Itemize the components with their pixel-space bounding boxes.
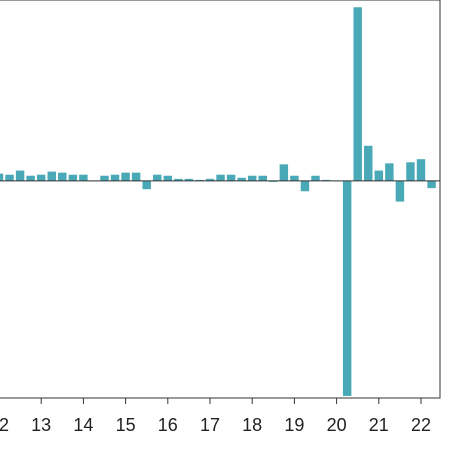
x-tick-label: 18 <box>242 415 262 435</box>
bar <box>321 179 331 181</box>
bar <box>58 172 67 181</box>
bar <box>174 178 183 181</box>
bar <box>406 162 415 181</box>
bar <box>121 172 130 181</box>
x-tick-label: 14 <box>73 415 93 435</box>
bar <box>364 145 373 181</box>
bar <box>258 175 267 181</box>
bar <box>184 178 194 181</box>
bar <box>385 163 394 181</box>
bar <box>216 174 225 181</box>
bar <box>427 180 436 189</box>
bar <box>311 175 320 181</box>
bar <box>353 7 362 181</box>
bar <box>237 177 246 181</box>
bar <box>269 180 278 182</box>
plot-frame <box>0 0 441 399</box>
bar <box>79 174 88 181</box>
x-tick-label: 20 <box>327 415 347 435</box>
x-tick-label: 21 <box>369 415 389 435</box>
bar <box>416 159 426 181</box>
bar <box>374 170 384 181</box>
bar <box>15 170 25 181</box>
bar <box>5 174 14 181</box>
x-tick-label: 12 <box>0 415 9 435</box>
bar <box>142 180 151 190</box>
bar <box>100 175 109 181</box>
bar <box>110 174 120 181</box>
bar <box>279 164 289 181</box>
bar <box>247 175 257 181</box>
bar <box>163 175 173 181</box>
bar <box>47 171 56 181</box>
bar <box>36 174 46 181</box>
bar <box>131 172 141 181</box>
x-tick-label: 19 <box>284 415 304 435</box>
bar <box>153 174 162 181</box>
x-tick-label: 16 <box>158 415 178 435</box>
bar <box>26 175 35 181</box>
x-axis-ticks: 12 13 14 15 16 17 18 19 20 21 22 <box>0 398 431 435</box>
bar <box>0 173 4 181</box>
bar <box>205 178 215 181</box>
bars <box>0 7 436 396</box>
bar <box>395 180 405 202</box>
bar <box>195 179 204 181</box>
bar <box>226 174 236 181</box>
bar <box>342 180 352 396</box>
x-tick-label: 15 <box>116 415 136 435</box>
bar <box>68 174 78 181</box>
x-tick-label: 13 <box>31 415 51 435</box>
x-tick-label: 22 <box>411 415 431 435</box>
x-tick-label: 17 <box>200 415 220 435</box>
bar <box>290 175 299 181</box>
bar <box>300 180 310 192</box>
